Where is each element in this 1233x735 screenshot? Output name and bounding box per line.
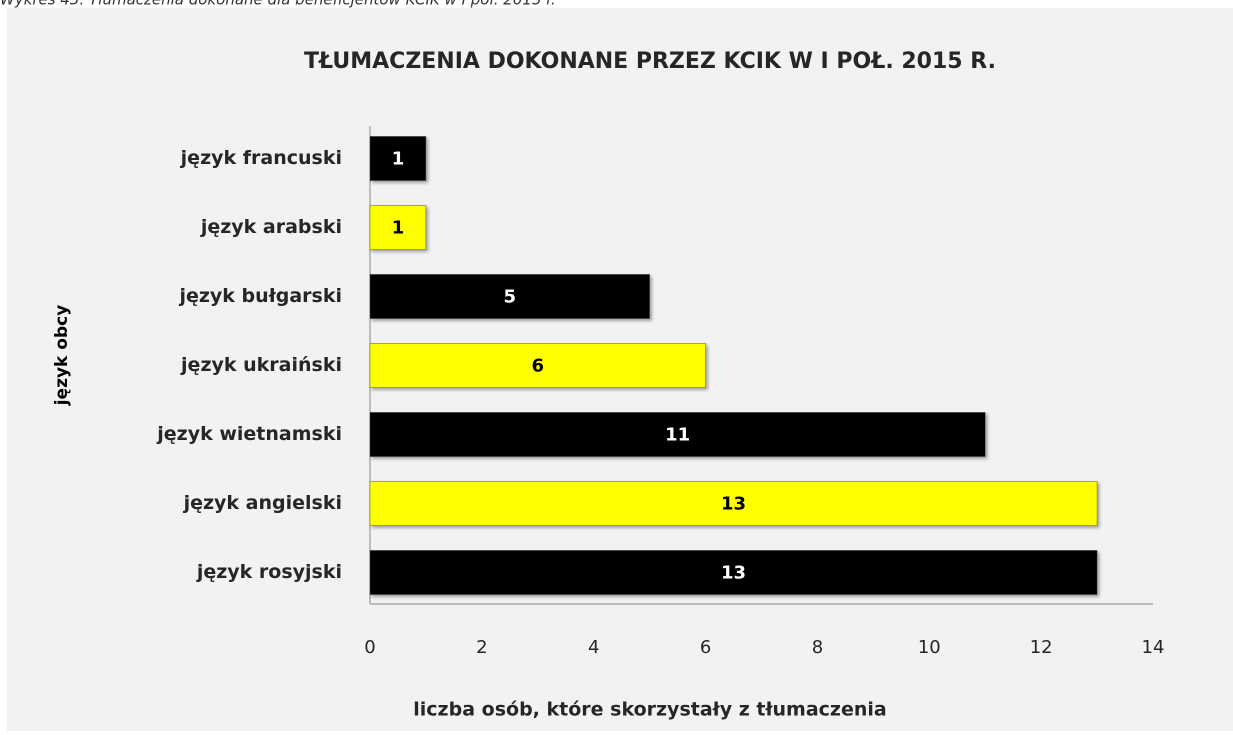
x-tick-label: 6 <box>700 637 711 658</box>
x-axis-label: liczba osób, które skorzystały z tłumacz… <box>413 699 886 721</box>
data-label: 1 <box>392 218 405 239</box>
bar <box>369 412 986 457</box>
bar <box>369 481 1098 526</box>
y-axis-label: język obcy <box>52 305 72 407</box>
x-tick-label: 14 <box>1142 637 1165 658</box>
y-tick-label: język francuski <box>180 147 342 169</box>
y-tick-label: język arabski <box>200 216 342 238</box>
data-label: 13 <box>721 563 746 584</box>
caption: Wykres 43. Tłumaczenia dokonane dla bene… <box>0 0 556 9</box>
x-tick-label: 0 <box>364 637 375 658</box>
bar <box>369 343 706 388</box>
x-tick-label: 12 <box>1030 637 1053 658</box>
bar <box>369 136 427 181</box>
x-tick-label: 4 <box>588 637 599 658</box>
x-tick-label: 8 <box>812 637 823 658</box>
x-tick-label: 2 <box>476 637 487 658</box>
data-label: 5 <box>504 287 517 308</box>
y-tick-label: język wietnamski <box>156 423 342 445</box>
bar <box>369 550 1098 595</box>
data-label: 1 <box>392 149 405 170</box>
x-tick-label: 10 <box>918 637 941 658</box>
bar <box>369 274 650 319</box>
y-tick-label: język bułgarski <box>178 285 342 307</box>
bar <box>369 205 427 250</box>
y-tick-label: język ukraiński <box>180 354 342 376</box>
chart-title: TŁUMACZENIA DOKONANE PRZEZ KCIK W I POŁ.… <box>304 49 996 74</box>
y-tick-label: język rosyjski <box>196 561 342 583</box>
data-label: 13 <box>721 494 746 515</box>
data-label: 6 <box>532 356 545 377</box>
y-tick-label: język angielski <box>183 492 342 514</box>
data-label: 11 <box>665 425 690 446</box>
